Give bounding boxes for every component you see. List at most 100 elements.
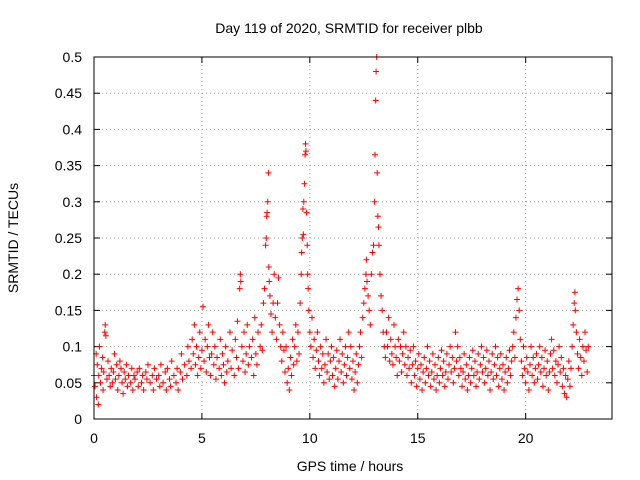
data-point <box>520 343 527 350</box>
y-tick-label: 0.25 <box>55 230 82 246</box>
data-point <box>490 376 497 383</box>
data-point <box>266 278 273 285</box>
x-tick-label: 5 <box>198 430 206 446</box>
data-point <box>324 368 331 375</box>
data-point <box>545 387 552 394</box>
data-point <box>514 296 521 303</box>
data-point <box>393 354 400 361</box>
data-point <box>278 358 285 365</box>
data-point <box>402 343 409 350</box>
data-point <box>205 321 212 328</box>
data-point <box>370 242 377 249</box>
y-tick-label: 0.2 <box>63 266 83 282</box>
data-point <box>328 343 335 350</box>
data-point <box>174 365 181 372</box>
data-point <box>142 368 149 375</box>
data-point <box>575 365 582 372</box>
data-point <box>422 379 429 386</box>
data-point <box>325 350 332 357</box>
data-point <box>109 379 116 386</box>
data-point <box>564 376 571 383</box>
data-point <box>571 300 578 307</box>
data-point <box>125 372 132 379</box>
data-point <box>487 387 494 394</box>
data-point <box>220 361 227 368</box>
data-point <box>484 372 491 379</box>
x-tick-label: 15 <box>410 430 426 446</box>
data-point <box>385 314 392 321</box>
data-point <box>318 365 325 372</box>
data-point <box>343 372 350 379</box>
data-point <box>491 361 498 368</box>
data-point <box>252 350 259 357</box>
data-point <box>102 332 109 339</box>
data-point <box>192 361 199 368</box>
data-point <box>572 307 579 314</box>
data-point <box>224 358 231 365</box>
data-point <box>435 354 442 361</box>
data-point <box>302 140 309 147</box>
data-point <box>306 329 313 336</box>
data-point <box>582 329 589 336</box>
data-point <box>92 383 99 390</box>
data-point <box>277 343 284 350</box>
data-point <box>515 285 522 292</box>
data-point <box>93 394 100 401</box>
data-point <box>356 343 363 350</box>
data-point <box>423 365 430 372</box>
data-point <box>416 376 423 383</box>
data-point <box>177 368 184 375</box>
data-point <box>574 350 581 357</box>
data-point <box>303 209 310 216</box>
data-point <box>482 365 489 372</box>
data-point <box>573 329 580 336</box>
data-point <box>327 358 334 365</box>
data-point <box>476 376 483 383</box>
data-point <box>481 379 488 386</box>
data-point <box>434 372 441 379</box>
data-point <box>149 372 156 379</box>
data-point <box>106 372 113 379</box>
data-point <box>221 379 228 386</box>
data-point <box>372 151 379 158</box>
data-point <box>297 300 304 307</box>
data-point <box>335 358 342 365</box>
data-point <box>299 235 306 241</box>
data-point <box>457 365 464 372</box>
data-point <box>298 271 305 278</box>
data-point <box>293 358 300 365</box>
data-point <box>455 372 462 379</box>
data-point <box>320 379 327 386</box>
data-point <box>202 336 209 343</box>
data-point <box>259 347 266 354</box>
data-point <box>373 68 380 75</box>
data-point <box>425 372 432 379</box>
data-point <box>245 361 252 368</box>
data-point <box>458 383 465 390</box>
chart-title: Day 119 of 2020, SRMTID for receiver plb… <box>215 20 483 36</box>
data-point <box>208 350 215 357</box>
data-point <box>233 354 240 361</box>
data-point <box>500 361 507 368</box>
data-point <box>567 365 574 372</box>
data-point <box>207 372 214 379</box>
data-point <box>339 350 346 357</box>
data-point <box>222 343 229 350</box>
data-point <box>366 307 373 314</box>
data-point <box>286 387 293 394</box>
data-point <box>528 343 535 350</box>
grid-lines <box>94 57 612 419</box>
data-point <box>382 354 389 361</box>
data-point <box>566 383 573 390</box>
data-point <box>556 343 563 350</box>
data-point <box>477 361 484 368</box>
data-point <box>492 343 499 350</box>
data-point <box>375 242 382 249</box>
data-point <box>387 336 394 343</box>
data-point <box>189 336 196 343</box>
data-point <box>112 376 119 383</box>
data-point <box>302 148 309 155</box>
data-point <box>341 361 348 368</box>
data-point <box>160 379 167 386</box>
